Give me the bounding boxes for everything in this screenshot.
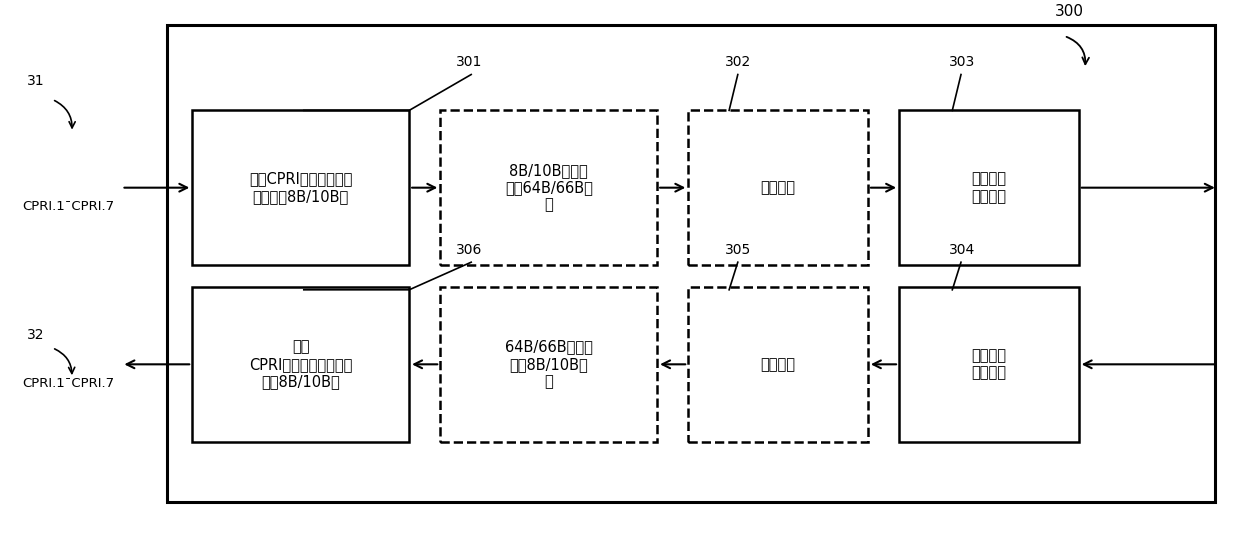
Bar xyxy=(899,287,1079,442)
Bar xyxy=(192,110,409,265)
Text: 31: 31 xyxy=(27,75,45,88)
Text: 302: 302 xyxy=(725,55,751,69)
Bar xyxy=(899,110,1079,265)
Text: 301: 301 xyxy=(456,55,482,69)
Text: CPRI.1¯CPRI.7: CPRI.1¯CPRI.7 xyxy=(22,200,114,214)
Text: 305: 305 xyxy=(725,243,751,257)
Text: 获取CPRI信号的编码块
数据流（8B/10B）: 获取CPRI信号的编码块 数据流（8B/10B） xyxy=(249,172,352,204)
Text: 8B/10B编码转
换为64B/66B编
码: 8B/10B编码转 换为64B/66B编 码 xyxy=(505,163,593,213)
Text: 服务层时
隙解映射: 服务层时 隙解映射 xyxy=(971,348,1007,380)
Bar xyxy=(688,287,868,442)
Text: 映射到服
务层时隙: 映射到服 务层时隙 xyxy=(971,172,1007,204)
Text: 64B/66B编码转
换为8B/10B编
码: 64B/66B编码转 换为8B/10B编 码 xyxy=(505,339,593,389)
Bar xyxy=(192,287,409,442)
Text: 速率适配: 速率适配 xyxy=(760,180,796,195)
Text: 303: 303 xyxy=(949,55,975,69)
Text: CPRI.1¯CPRI.7: CPRI.1¯CPRI.7 xyxy=(22,377,114,390)
Text: 306: 306 xyxy=(456,243,482,257)
Bar xyxy=(688,110,868,265)
Bar xyxy=(167,25,1215,502)
Text: 速率还原: 速率还原 xyxy=(760,357,796,372)
Text: 300: 300 xyxy=(1054,4,1084,19)
Text: 32: 32 xyxy=(27,328,45,342)
Text: 304: 304 xyxy=(949,243,975,257)
Bar xyxy=(440,110,657,265)
Bar xyxy=(440,287,657,442)
Text: 发送
CPRI信号的编码块数据
流（8B/10B）: 发送 CPRI信号的编码块数据 流（8B/10B） xyxy=(249,339,352,389)
